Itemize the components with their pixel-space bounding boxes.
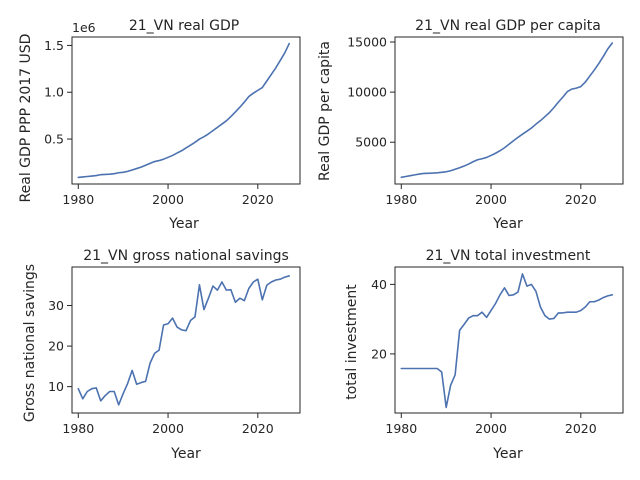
- series-line: [77, 42, 291, 179]
- axes-frame: [394, 36, 624, 185]
- x-axis-label: Year: [170, 446, 201, 462]
- x-tick-label: 1980: [385, 192, 417, 207]
- y-tick-label: 0.5: [44, 132, 64, 147]
- y-axis-label: total investment: [344, 284, 360, 400]
- x-tick-label: 2020: [242, 421, 274, 436]
- plot-area-real-gdp-per-capita: 1980 2000 2020 5000 10000 15000: [347, 35, 614, 207]
- y-axis-label: Real GDP per capita: [317, 41, 333, 181]
- x-tick-label: 1980: [62, 192, 94, 207]
- x-tick-label: 1980: [385, 421, 417, 436]
- y-axis-label: Real GDP PPP 2017 USD: [18, 34, 34, 203]
- axes-frame: [394, 266, 624, 414]
- y-tick-label: 10000: [347, 85, 387, 100]
- panel-real-gdp: 21_VN real GDP 1e6 Year Real GDP PPP 201…: [18, 18, 301, 232]
- plot-area-real-gdp: 1980 2000 2020 0.5 1.0 1.5: [44, 38, 291, 207]
- y-tick-label: 20: [48, 339, 64, 354]
- series-line: [77, 275, 291, 406]
- panel-gross-national-savings: 21_VN gross national savings Year Gross …: [22, 248, 301, 462]
- y-tick-label: 10: [48, 379, 64, 394]
- plot-area-gross-national-savings: 1980 2000 2020 10 20 30: [48, 275, 291, 436]
- x-tick-label: 2000: [152, 192, 184, 207]
- axes-frame: [71, 36, 301, 185]
- y-tick-label: 15000: [347, 35, 387, 50]
- y-tick-label: 30: [48, 298, 64, 313]
- x-tick-label: 2000: [475, 192, 507, 207]
- chart-title: 21_VN gross national savings: [83, 248, 289, 264]
- x-tick-label: 2020: [565, 421, 597, 436]
- y-offset-text: 1e6: [72, 20, 96, 35]
- y-tick-label: 1.5: [44, 38, 64, 53]
- series-line: [400, 42, 614, 179]
- x-axis-label: Year: [492, 446, 523, 462]
- x-tick-label: 2000: [475, 421, 507, 436]
- x-tick-label: 2000: [152, 421, 184, 436]
- chart-title: 21_VN total investment: [426, 248, 591, 264]
- y-tick-label: 5000: [355, 135, 387, 150]
- chart-title: 21_VN real GDP per capita: [415, 18, 601, 34]
- y-tick-label: 40: [371, 277, 387, 292]
- x-tick-label: 2020: [565, 192, 597, 207]
- y-tick-label: 20: [371, 346, 387, 361]
- x-tick-label: 2020: [242, 192, 274, 207]
- series-line: [400, 273, 614, 409]
- panel-total-investment: 21_VN total investment Year total invest…: [344, 248, 624, 462]
- x-tick-label: 1980: [62, 421, 94, 436]
- chart-title: 21_VN real GDP: [129, 18, 239, 34]
- y-tick-label: 1.0: [44, 85, 64, 100]
- x-axis-label: Year: [492, 216, 523, 232]
- x-axis-label: Year: [168, 216, 199, 232]
- y-axis-label: Gross national savings: [22, 264, 38, 422]
- axes-frame: [71, 266, 301, 414]
- panel-real-gdp-per-capita: 21_VN real GDP per capita Year Real GDP …: [317, 18, 624, 232]
